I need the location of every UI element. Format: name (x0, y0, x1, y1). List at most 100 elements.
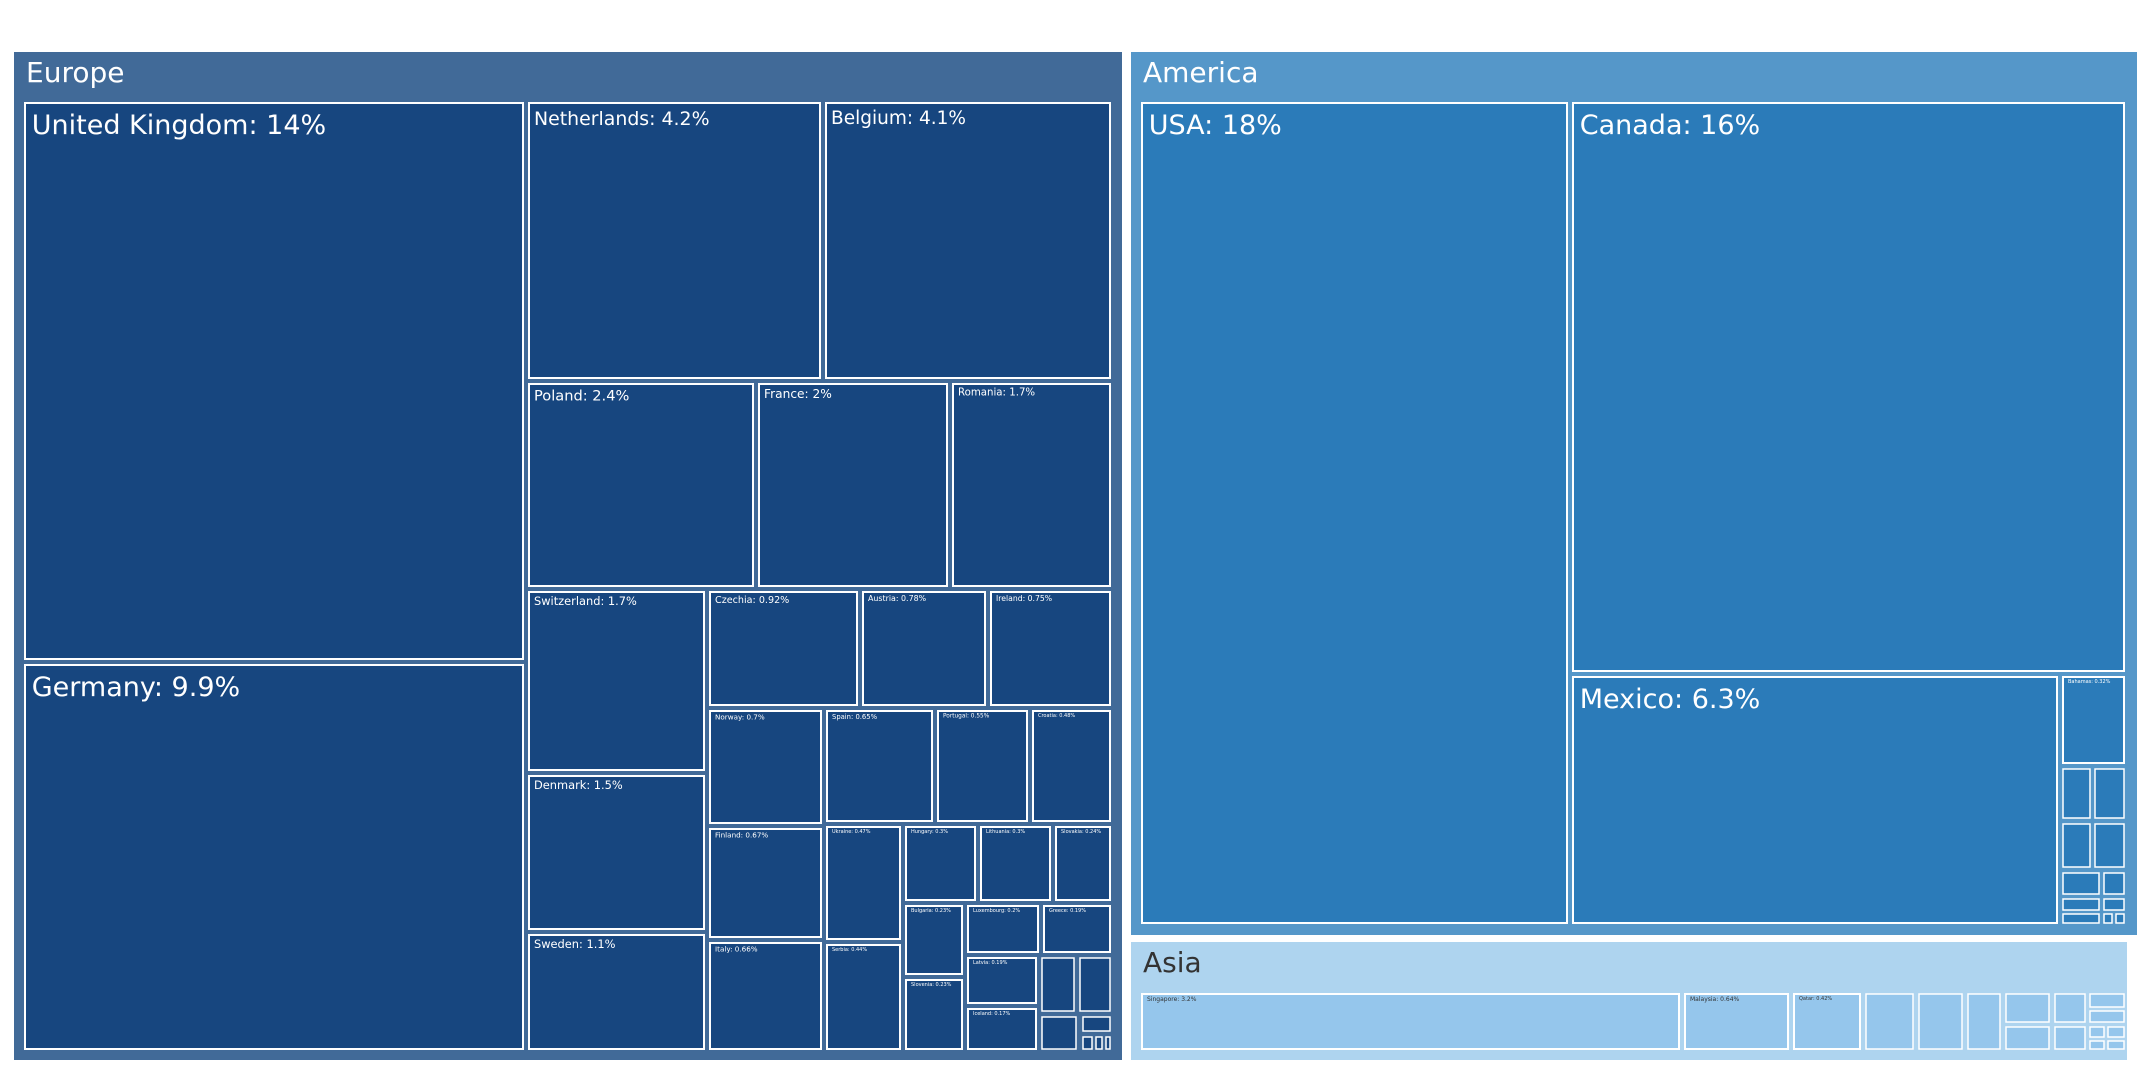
tile-netherlands[interactable]: Netherlands: 4.2% (528, 102, 821, 379)
tile-rect[interactable] (528, 591, 705, 771)
small-tile[interactable] (1865, 993, 1914, 1050)
tile-rect[interactable] (905, 905, 963, 975)
small-tile[interactable] (2054, 1026, 2086, 1050)
tile-serbia[interactable]: Serbia: 0.44% (826, 944, 901, 1050)
small-tile[interactable] (1041, 957, 1075, 1012)
tile-rect[interactable] (967, 1008, 1037, 1050)
small-tile[interactable] (1105, 1036, 1111, 1050)
tile-bahamas[interactable]: Bahamas: 0.32% (2062, 676, 2125, 764)
tile-rect[interactable] (24, 664, 524, 1050)
tile-rect[interactable] (709, 710, 822, 824)
tile-denmark[interactable]: Denmark: 1.5% (528, 775, 705, 930)
tile-canada[interactable]: Canada: 16% (1572, 102, 2125, 672)
tile-rect[interactable] (1793, 993, 1861, 1050)
tile-rect[interactable] (709, 942, 822, 1050)
small-tile[interactable] (1082, 1016, 1111, 1032)
tile-rect[interactable] (758, 383, 948, 587)
tile-germany[interactable]: Germany: 9.9% (24, 664, 524, 1050)
tile-rect[interactable] (862, 591, 986, 706)
small-tile[interactable] (2005, 1026, 2050, 1050)
small-tile[interactable] (1095, 1036, 1103, 1050)
tile-rect[interactable] (1572, 676, 2058, 924)
small-tile[interactable] (2005, 993, 2050, 1023)
tile-rect[interactable] (24, 102, 524, 660)
tile-rect[interactable] (528, 383, 754, 587)
small-tile[interactable] (2103, 913, 2113, 924)
small-tile[interactable] (2089, 1040, 2105, 1050)
small-tile[interactable] (2103, 872, 2125, 895)
tile-rect[interactable] (967, 957, 1037, 1004)
small-tile[interactable] (2062, 872, 2100, 895)
tile-latvia[interactable]: Latvia: 0.19% (967, 957, 1037, 1004)
tile-rect[interactable] (826, 944, 901, 1050)
tile-rect[interactable] (528, 934, 705, 1050)
tile-belgium[interactable]: Belgium: 4.1% (825, 102, 1111, 379)
tile-rect[interactable] (967, 905, 1039, 953)
tile-slovenia[interactable]: Slovenia: 0.23% (905, 979, 963, 1050)
tile-ireland[interactable]: Ireland: 0.75% (990, 591, 1111, 706)
tile-austria[interactable]: Austria: 0.78% (862, 591, 986, 706)
tile-switzerland[interactable]: Switzerland: 1.7% (528, 591, 705, 771)
tile-rect[interactable] (825, 102, 1111, 379)
tile-rect[interactable] (709, 828, 822, 938)
small-tile[interactable] (2089, 1010, 2125, 1023)
tile-rect[interactable] (1684, 993, 1789, 1050)
small-tile[interactable] (1967, 993, 2001, 1050)
tile-italy[interactable]: Italy: 0.66% (709, 942, 822, 1050)
tile-usa[interactable]: USA: 18% (1141, 102, 1568, 924)
small-tile[interactable] (2062, 768, 2091, 819)
small-tile[interactable] (2062, 823, 2091, 868)
tile-united-kingdom[interactable]: United Kingdom: 14% (24, 102, 524, 660)
small-tile[interactable] (2089, 993, 2125, 1008)
tile-romania[interactable]: Romania: 1.7% (952, 383, 1111, 587)
small-tile[interactable] (1041, 1016, 1077, 1050)
tile-rect[interactable] (980, 826, 1051, 901)
small-tile[interactable] (2054, 993, 2086, 1023)
tile-sweden[interactable]: Sweden: 1.1% (528, 934, 705, 1050)
tile-rect[interactable] (528, 775, 705, 930)
small-tile[interactable] (2094, 768, 2125, 819)
tile-slovakia[interactable]: Slovakia: 0.24% (1055, 826, 1111, 901)
tile-iceland[interactable]: Iceland: 0.17% (967, 1008, 1037, 1050)
small-tile[interactable] (2089, 1026, 2105, 1038)
small-tile[interactable] (2094, 823, 2125, 868)
tile-singapore[interactable]: Singapore: 3.2% (1141, 993, 1680, 1050)
tile-rect[interactable] (826, 826, 901, 940)
tile-poland[interactable]: Poland: 2.4% (528, 383, 754, 587)
tile-rect[interactable] (937, 710, 1028, 822)
tile-czechia[interactable]: Czechia: 0.92% (709, 591, 858, 706)
small-tile[interactable] (2062, 898, 2100, 911)
tile-finland[interactable]: Finland: 0.67% (709, 828, 822, 938)
tile-spain[interactable]: Spain: 0.65% (826, 710, 933, 822)
tile-luxembourg[interactable]: Luxembourg: 0.2% (967, 905, 1039, 953)
tile-malaysia[interactable]: Malaysia: 0.64% (1684, 993, 1789, 1050)
tile-rect[interactable] (952, 383, 1111, 587)
small-tile[interactable] (2107, 1040, 2125, 1050)
small-tile[interactable] (1082, 1036, 1093, 1050)
tile-rect[interactable] (1032, 710, 1111, 822)
tile-france[interactable]: France: 2% (758, 383, 948, 587)
tile-rect[interactable] (905, 979, 963, 1050)
small-tile[interactable] (2115, 913, 2125, 924)
tile-qatar[interactable]: Qatar: 0.42% (1793, 993, 1861, 1050)
tile-lithuania[interactable]: Lithuania: 0.3% (980, 826, 1051, 901)
tile-ukraine[interactable]: Ukraine: 0.47% (826, 826, 901, 940)
tile-rect[interactable] (709, 591, 858, 706)
tile-rect[interactable] (1141, 993, 1680, 1050)
small-tile[interactable] (1079, 957, 1111, 1012)
small-tile[interactable] (1918, 993, 1963, 1050)
tile-rect[interactable] (1572, 102, 2125, 672)
tile-rect[interactable] (990, 591, 1111, 706)
tile-bulgaria[interactable]: Bulgaria: 0.23% (905, 905, 963, 975)
tile-rect[interactable] (905, 826, 976, 901)
tile-croatia[interactable]: Croatia: 0.48% (1032, 710, 1111, 822)
small-tile[interactable] (2103, 898, 2125, 911)
tile-rect[interactable] (1043, 905, 1111, 953)
tile-rect[interactable] (2062, 676, 2125, 764)
small-tile[interactable] (2107, 1026, 2125, 1038)
tile-norway[interactable]: Norway: 0.7% (709, 710, 822, 824)
tile-rect[interactable] (528, 102, 821, 379)
tile-rect[interactable] (1055, 826, 1111, 901)
tile-mexico[interactable]: Mexico: 6.3% (1572, 676, 2058, 924)
tile-rect[interactable] (1141, 102, 1568, 924)
